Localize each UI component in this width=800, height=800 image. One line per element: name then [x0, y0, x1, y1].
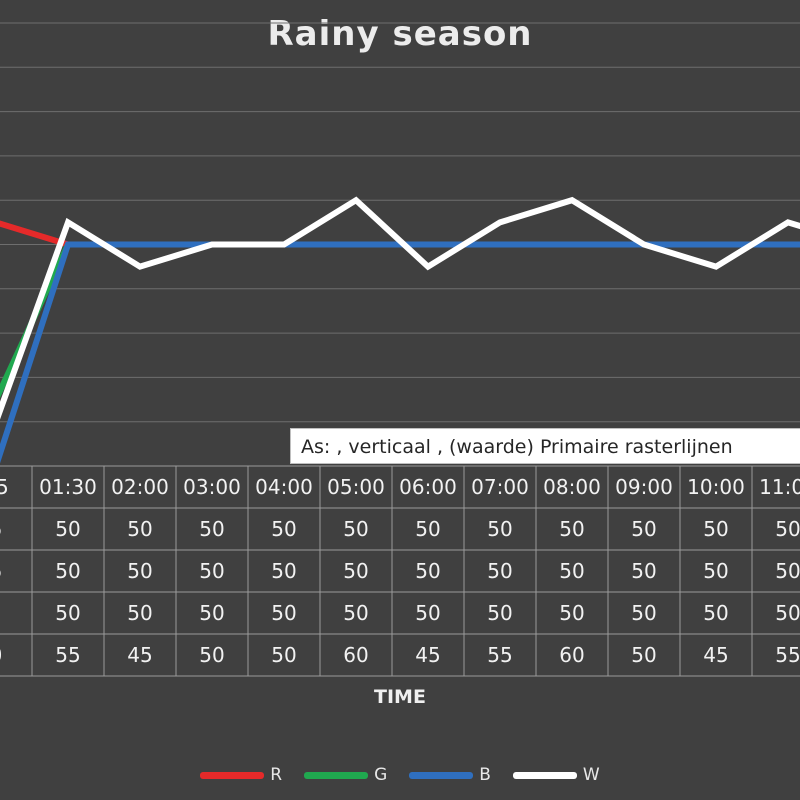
table-cell-r: 50: [703, 517, 728, 541]
table-cell-r: 5: [0, 517, 2, 541]
table-cell-b: 50: [127, 601, 152, 625]
table-header-cell: 03:00: [183, 475, 241, 499]
table-cell-g: 50: [343, 559, 368, 583]
table-cell-b: 50: [631, 601, 656, 625]
legend-swatch: [409, 771, 474, 779]
legend-item-w[interactable]: W: [512, 765, 600, 785]
table-cell-g: 50: [55, 559, 80, 583]
table-cell-w: 50: [631, 643, 656, 667]
table-cell-r: 50: [127, 517, 152, 541]
table-cell-w: 45: [703, 643, 728, 667]
table-cell-b: 50: [271, 601, 296, 625]
legend-label: B: [479, 765, 491, 785]
table-cell-w: 0: [0, 643, 2, 667]
table-cell-r: 50: [559, 517, 584, 541]
table-cell-b: 50: [415, 601, 440, 625]
table-cell-g: 50: [127, 559, 152, 583]
table-cell-b: 50: [487, 601, 512, 625]
table-cell-b: 50: [775, 601, 800, 625]
table-cell-w: 50: [199, 643, 224, 667]
table-cell-r: 50: [199, 517, 224, 541]
table-cell-r: 50: [631, 517, 656, 541]
table-header-cell: 09:00: [615, 475, 673, 499]
table-cell-w: 50: [271, 643, 296, 667]
table-cell-r: 50: [271, 517, 296, 541]
table-header-cell: 15: [0, 475, 9, 499]
table-cell-r: 50: [55, 517, 80, 541]
table-cell-w: 55: [55, 643, 80, 667]
legend-swatch: [304, 771, 369, 779]
table-header-cell: 11:00: [759, 475, 800, 499]
table-cell-g: 50: [775, 559, 800, 583]
table-header-cell: 08:00: [543, 475, 601, 499]
table-cell-g: 50: [199, 559, 224, 583]
axis-tooltip: As: , verticaal , (waarde) Primaire rast…: [290, 428, 800, 464]
legend-label: G: [374, 765, 388, 785]
legend-swatch: [200, 771, 265, 779]
table-header-cell: 07:00: [471, 475, 529, 499]
table-cell-g: 50: [487, 559, 512, 583]
table-cell-w: 55: [775, 643, 800, 667]
table-cell-r: 50: [487, 517, 512, 541]
legend-item-r[interactable]: R: [200, 765, 282, 785]
table-cell-g: 5: [0, 559, 2, 583]
table-cell-w: 45: [127, 643, 152, 667]
series-lines: [0, 196, 800, 464]
table-header-cell: 04:00: [255, 475, 313, 499]
gridlines: [0, 22, 800, 467]
table-cell-w: 55: [487, 643, 512, 667]
table-header-cell: 06:00: [399, 475, 457, 499]
table-cell-g: 50: [271, 559, 296, 583]
data-table: 15 01:30 02:00 03:00 04:00 05:00 06:00 07:00 08:…: [0, 465, 800, 677]
table-cell-r: 50: [415, 517, 440, 541]
table-cell-w: 60: [343, 643, 368, 667]
legend-item-b[interactable]: B: [409, 765, 491, 785]
table-cell-w: 60: [559, 643, 584, 667]
table-header-cell: 01:30: [39, 475, 97, 499]
legend-label: W: [582, 765, 600, 785]
table-cell-r: 50: [775, 517, 800, 541]
series-line-g: [0, 241, 800, 399]
table-cell-w: 45: [415, 643, 440, 667]
series-line-w: [0, 196, 800, 420]
series-line-b: [0, 241, 800, 464]
table-cell-b: 50: [343, 601, 368, 625]
table-cell-g: 50: [415, 559, 440, 583]
table-cell-r: 50: [343, 517, 368, 541]
table-cell-g: 50: [703, 559, 728, 583]
table-cell-g: 50: [559, 559, 584, 583]
table-header-cell: 10:00: [687, 475, 745, 499]
x-axis-label: TIME: [374, 686, 426, 708]
chart-title: Rainy season: [267, 14, 533, 54]
table-header-cell: 02:00: [111, 475, 169, 499]
legend-swatch: [512, 771, 577, 779]
table-cell-b: 50: [559, 601, 584, 625]
legend-item-g[interactable]: G: [304, 765, 387, 785]
table-cell-b: 50: [199, 601, 224, 625]
table-cell-g: 50: [631, 559, 656, 583]
table-header-cell: 05:00: [327, 475, 385, 499]
table-cell-b: 50: [703, 601, 728, 625]
table-cell-b: 50: [55, 601, 80, 625]
legend-label: R: [270, 765, 283, 785]
